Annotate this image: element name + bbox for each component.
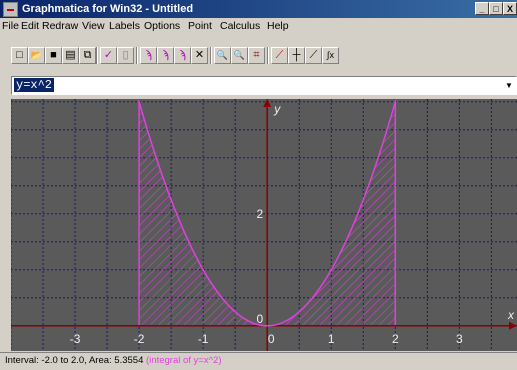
menu-options[interactable]: Options <box>144 20 181 32</box>
y-axis-arrow-icon <box>263 99 272 107</box>
grid-icon[interactable]: ⌗ <box>248 47 265 64</box>
curve-select-icon[interactable]: ϡ <box>174 47 191 64</box>
maximize-button[interactable]: □ <box>489 2 503 15</box>
menu-bar: File Edit Redraw View Labels Options Poi… <box>0 18 517 35</box>
x-tick-label: 1 <box>328 332 335 346</box>
toolbar-separator <box>210 47 212 64</box>
x-tick-label: 0 <box>268 332 275 346</box>
status-integral-label: (integral of y=x^2) <box>146 355 222 366</box>
copy-icon[interactable]: ⧉ <box>79 47 96 64</box>
menu-point[interactable]: Point <box>188 20 212 32</box>
tick-labels: -3 -2 -1 0 1 2 3 0 2 x y <box>70 102 515 346</box>
dropdown-arrow-icon[interactable]: ▼ <box>505 81 513 90</box>
x-tick-label: -2 <box>134 332 145 346</box>
graph-canvas[interactable]: -3 -2 -1 0 1 2 3 0 2 x y <box>10 99 517 351</box>
axes-icon[interactable]: ┼ <box>288 47 305 64</box>
title-bar: Graphmatica for Win32 - Untitled _ □ X <box>0 0 517 18</box>
zoom-out-icon[interactable]: 🔍 <box>231 47 248 64</box>
toolbar-separator <box>136 47 138 64</box>
minimize-button[interactable]: _ <box>475 2 489 15</box>
status-bar: Interval: -2.0 to 2.0, Area: 5.3554 (int… <box>0 352 517 370</box>
save-icon[interactable]: ■ <box>45 47 62 64</box>
slope-icon[interactable]: ⟋ <box>305 47 322 64</box>
x-tick-label: 2 <box>392 332 399 346</box>
y-tick-label: 0 <box>257 312 264 326</box>
menu-help[interactable]: Help <box>267 20 289 32</box>
open-icon[interactable]: 📂 <box>28 47 45 64</box>
print-icon[interactable]: ▤ <box>62 47 79 64</box>
x-axis-label: x <box>507 308 515 322</box>
window-title: Graphmatica for Win32 - Untitled <box>22 3 194 15</box>
menu-file[interactable]: File <box>2 20 19 32</box>
y-axis-label: y <box>273 102 281 116</box>
menu-redraw[interactable]: Redraw <box>42 20 79 32</box>
menu-labels[interactable]: Labels <box>109 20 140 32</box>
graph-area[interactable]: -3 -2 -1 0 1 2 3 0 2 x y <box>10 99 517 351</box>
menu-view[interactable]: View <box>82 20 105 32</box>
close-button[interactable]: X <box>503 2 517 15</box>
x-tick-label: -3 <box>70 332 81 346</box>
curve-edit-icon[interactable]: ϡ <box>157 47 174 64</box>
toolbar-separator <box>267 47 269 64</box>
curve-add-icon[interactable]: ϡ <box>140 47 157 64</box>
toolbar: □ 📂 ■ ▤ ⧉ ✓ ▯ ϡ ϡ ϡ ✕ 🔍 🔍 ⌗ ⟋ ┼ ⟋ ∫x <box>0 35 517 73</box>
status-interval-area: Interval: -2.0 to 2.0, Area: 5.3554 <box>5 355 147 366</box>
zoom-in-icon[interactable]: 🔍 <box>214 47 231 64</box>
equation-input[interactable]: y=x^2 <box>14 78 55 92</box>
toolbar-separator <box>96 47 98 64</box>
integral-icon[interactable]: ∫x <box>322 47 339 64</box>
function-curve[interactable] <box>137 99 397 327</box>
y-tick-label: 2 <box>257 207 264 221</box>
new-icon[interactable]: □ <box>11 47 28 64</box>
delete-icon[interactable]: ✕ <box>191 47 208 64</box>
x-axis-arrow-icon <box>509 321 517 330</box>
x-tick-label: 3 <box>456 332 463 346</box>
bar-icon[interactable]: ▯ <box>117 47 134 64</box>
app-icon <box>3 2 18 17</box>
status-text: Interval: -2.0 to 2.0, Area: 5.3554 (int… <box>5 353 222 369</box>
menu-edit[interactable]: Edit <box>21 20 40 32</box>
integral-bounds <box>138 101 397 326</box>
x-tick-label: -1 <box>198 332 209 346</box>
equation-bar: y=x^2 ▼ <box>11 76 517 95</box>
check-icon[interactable]: ✓ <box>100 47 117 64</box>
menu-calculus[interactable]: Calculus <box>220 20 261 32</box>
tangent-icon[interactable]: ⟋ <box>271 47 288 64</box>
